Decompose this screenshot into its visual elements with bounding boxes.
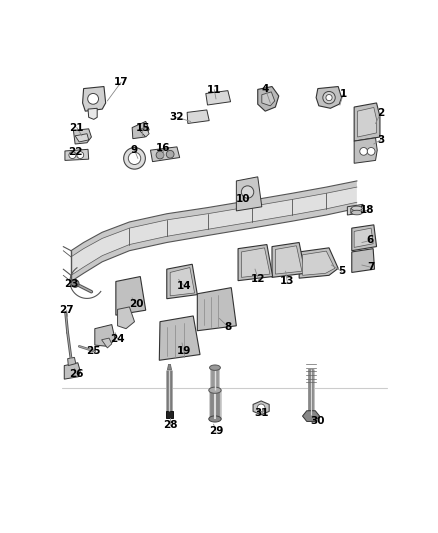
Text: 28: 28 xyxy=(163,420,177,430)
Polygon shape xyxy=(75,134,88,142)
Circle shape xyxy=(166,150,174,158)
Polygon shape xyxy=(354,103,380,141)
Polygon shape xyxy=(352,225,377,251)
Circle shape xyxy=(257,404,265,411)
Text: 30: 30 xyxy=(311,416,325,426)
Text: 6: 6 xyxy=(367,236,374,245)
Polygon shape xyxy=(65,149,88,160)
Polygon shape xyxy=(71,187,357,276)
Text: 5: 5 xyxy=(338,266,345,276)
Polygon shape xyxy=(351,207,362,213)
Polygon shape xyxy=(206,91,230,105)
Circle shape xyxy=(326,94,332,101)
Polygon shape xyxy=(71,202,357,281)
Polygon shape xyxy=(303,251,335,276)
Polygon shape xyxy=(102,338,112,348)
Polygon shape xyxy=(166,411,173,418)
Text: 12: 12 xyxy=(251,274,266,285)
Text: 2: 2 xyxy=(377,108,384,118)
Text: 4: 4 xyxy=(261,84,269,94)
Polygon shape xyxy=(357,108,377,137)
Text: 15: 15 xyxy=(136,123,150,133)
Polygon shape xyxy=(197,288,237,330)
Polygon shape xyxy=(237,177,262,211)
Polygon shape xyxy=(354,138,377,163)
Text: 25: 25 xyxy=(87,346,101,356)
Circle shape xyxy=(323,92,335,104)
Text: 11: 11 xyxy=(207,85,222,95)
Polygon shape xyxy=(88,108,97,119)
Text: 7: 7 xyxy=(367,262,374,272)
Circle shape xyxy=(360,148,367,155)
Text: 31: 31 xyxy=(254,408,269,418)
Circle shape xyxy=(77,151,84,158)
Polygon shape xyxy=(64,363,80,379)
Text: 8: 8 xyxy=(224,321,232,332)
Text: 23: 23 xyxy=(64,279,79,288)
Polygon shape xyxy=(139,127,149,137)
Text: 17: 17 xyxy=(113,77,128,87)
Polygon shape xyxy=(316,86,342,108)
Polygon shape xyxy=(170,268,194,296)
Polygon shape xyxy=(262,92,275,106)
Polygon shape xyxy=(151,147,180,161)
Polygon shape xyxy=(187,110,209,124)
Ellipse shape xyxy=(209,416,221,422)
Text: 26: 26 xyxy=(70,369,84,379)
Polygon shape xyxy=(132,122,149,139)
Text: 1: 1 xyxy=(339,89,347,99)
Polygon shape xyxy=(117,307,134,329)
Circle shape xyxy=(69,151,76,158)
Text: 24: 24 xyxy=(110,334,125,344)
Text: 21: 21 xyxy=(70,123,84,133)
Polygon shape xyxy=(74,129,92,144)
Circle shape xyxy=(124,148,145,169)
Text: 22: 22 xyxy=(68,147,82,157)
Polygon shape xyxy=(272,243,305,277)
Text: 3: 3 xyxy=(377,135,384,145)
Text: 27: 27 xyxy=(59,305,74,315)
Circle shape xyxy=(128,152,141,165)
Polygon shape xyxy=(276,246,302,274)
Circle shape xyxy=(156,151,164,159)
Polygon shape xyxy=(303,411,320,422)
Polygon shape xyxy=(71,181,357,257)
Polygon shape xyxy=(167,264,197,298)
Polygon shape xyxy=(258,86,279,111)
Circle shape xyxy=(88,93,99,104)
Polygon shape xyxy=(159,316,200,360)
Polygon shape xyxy=(238,245,273,281)
Text: 10: 10 xyxy=(236,195,251,204)
Polygon shape xyxy=(167,365,172,370)
Text: 29: 29 xyxy=(209,426,223,437)
Text: 13: 13 xyxy=(280,277,294,286)
Ellipse shape xyxy=(209,365,220,370)
Text: 16: 16 xyxy=(156,143,171,153)
Text: 19: 19 xyxy=(177,346,191,356)
Polygon shape xyxy=(83,86,106,111)
Polygon shape xyxy=(95,325,115,346)
Circle shape xyxy=(71,280,79,287)
Ellipse shape xyxy=(351,206,362,211)
Text: 14: 14 xyxy=(177,280,191,290)
Text: 20: 20 xyxy=(129,299,144,309)
Circle shape xyxy=(367,148,375,155)
Polygon shape xyxy=(354,228,373,247)
Circle shape xyxy=(241,186,254,198)
Polygon shape xyxy=(352,248,374,272)
Text: 32: 32 xyxy=(170,112,184,122)
Polygon shape xyxy=(241,248,270,277)
Text: 9: 9 xyxy=(131,145,138,155)
Polygon shape xyxy=(116,277,146,315)
Ellipse shape xyxy=(351,210,362,215)
Polygon shape xyxy=(253,401,269,415)
Text: 18: 18 xyxy=(360,205,374,215)
Polygon shape xyxy=(299,248,338,278)
Polygon shape xyxy=(347,204,364,215)
Polygon shape xyxy=(67,358,76,366)
Ellipse shape xyxy=(209,387,221,393)
